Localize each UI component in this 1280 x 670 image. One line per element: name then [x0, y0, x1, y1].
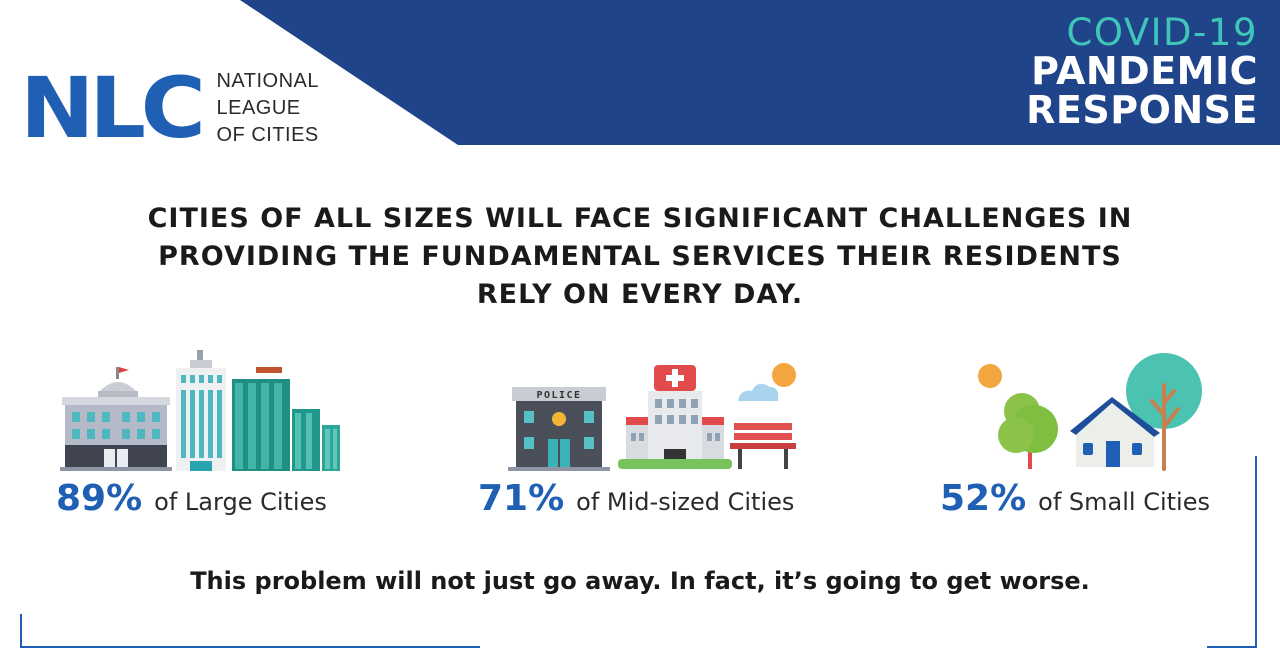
logo-text-line: NATIONAL [216, 69, 320, 92]
police-sign: POLICE [536, 390, 581, 401]
mid-sized-city-icon: POLICE [508, 345, 803, 480]
frame-right-vertical [1255, 456, 1257, 648]
covid-subtitle-2: RESPONSE [1026, 88, 1258, 132]
stat-mid-sized-cities: 71% of Mid-sized Cities [478, 478, 795, 519]
logo-text-line: LEAGUE [216, 96, 301, 119]
header-band [0, 0, 1280, 145]
covid-subtitle-1: PANDEMIC [1031, 49, 1258, 93]
covid-badge: COVID-19 PANDEMIC RESPONSE [1026, 14, 1258, 129]
small-city-house-icon [972, 345, 1212, 480]
frame-bottom-right [1207, 646, 1257, 648]
headline-line: CITIES OF ALL SIZES WILL FACE SIGNIFICAN… [147, 203, 1133, 234]
covid-title: COVID-19 [1066, 11, 1258, 54]
stat-label: of Mid-sized Cities [576, 488, 795, 516]
logo-text-line: OF CITIES [216, 123, 319, 146]
logo-text: NATIONAL LEAGUE OF CITIES [216, 68, 319, 149]
stat-large-cities: 89% of Large Cities [56, 478, 327, 519]
frame-bottom-left [20, 646, 480, 648]
stat-label: of Large Cities [154, 488, 327, 516]
headline: CITIES OF ALL SIZES WILL FACE SIGNIFICAN… [0, 200, 1280, 314]
header-band-shape [240, 0, 1280, 145]
stat-small-cities: 52% of Small Cities [940, 478, 1210, 519]
stat-value: 52% [940, 478, 1027, 519]
headline-line: PROVIDING THE FUNDAMENTAL SERVICES THEIR… [158, 241, 1122, 272]
headline-line: RELY ON EVERY DAY. [476, 279, 804, 310]
large-city-buildings-icon [60, 345, 345, 480]
stat-value: 89% [56, 478, 143, 519]
frame-left-vertical [20, 614, 22, 648]
closing-statement: This problem will not just go away. In f… [190, 567, 1090, 595]
stat-value: 71% [478, 478, 565, 519]
nlc-logo: NLC NATIONAL LEAGUE OF CITIES [20, 66, 319, 150]
stat-label: of Small Cities [1038, 488, 1210, 516]
logo-mark: NLC [20, 59, 206, 157]
